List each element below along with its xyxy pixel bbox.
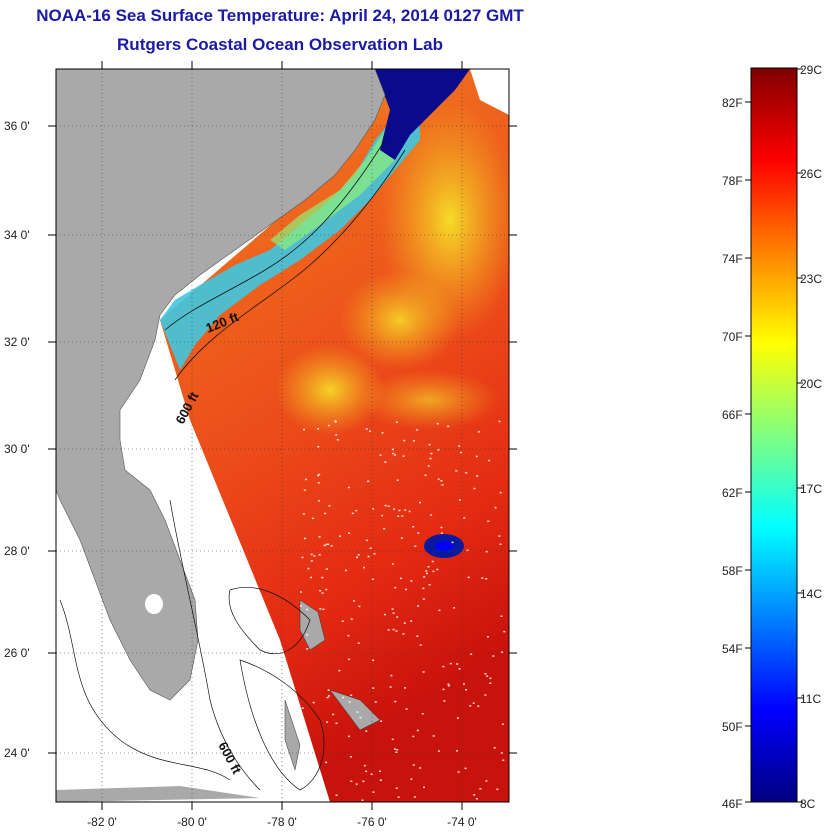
contour-bahamas-bank	[228, 587, 311, 655]
cbar-f-58: 58F	[722, 564, 743, 578]
colorbar-scale	[750, 67, 798, 803]
cbar-f-82: 82F	[722, 96, 743, 110]
contour-120ft	[164, 139, 386, 331]
cbar-c-11: 11C	[800, 692, 821, 706]
cbar-f-50: 50F	[722, 720, 743, 734]
contour-600ft	[174, 149, 406, 381]
cbar-f-62: 62F	[722, 486, 743, 500]
cbar-f-78: 78F	[722, 174, 743, 188]
cloud-specks	[300, 420, 506, 801]
cbar-c-17: 17C	[800, 482, 822, 496]
shelf-green-band	[270, 130, 395, 250]
map-ticks	[48, 61, 517, 810]
lat-label-34: 34 0'	[4, 228, 30, 242]
contour-600ft-south	[169, 499, 261, 791]
lon-label-82: -82 0'	[87, 815, 117, 829]
cbar-f-70: 70F	[722, 330, 743, 344]
lat-label-32: 32 0'	[4, 335, 30, 349]
lat-label-28: 28 0'	[4, 544, 30, 558]
front-yellow-east	[360, 370, 500, 430]
lat-label-26: 26 0'	[4, 646, 30, 660]
contour-great-bahama-bank	[239, 659, 325, 791]
front-yellow-mid	[340, 270, 460, 370]
cold-water-ne	[375, 69, 470, 160]
cloud-ne	[470, 69, 509, 115]
lat-label-36: 36 0'	[4, 119, 30, 133]
cbar-c-23: 23C	[800, 272, 822, 286]
land-andros-west	[284, 699, 301, 771]
cbar-c-20: 20C	[800, 377, 822, 391]
front-yellow-eddy	[275, 345, 385, 435]
cbar-c-29: 29C	[800, 63, 822, 77]
cbar-c-14: 14C	[800, 587, 822, 601]
land-mainland	[56, 69, 386, 701]
title-main: NOAA-16 Sea Surface Temperature: April 2…	[36, 6, 524, 25]
title-lab: Rutgers Coastal Ocean Observation Lab	[117, 35, 443, 54]
land-cuba	[56, 786, 260, 802]
lake-okeechobee	[145, 594, 163, 614]
cbar-f-74: 74F	[722, 252, 743, 266]
lon-label-80: -80 0'	[177, 815, 207, 829]
sst-map: 120 ft 600 ft 600 ft 36 0' 34 0' 32 0' 3…	[4, 61, 517, 829]
cold-eddy-core	[435, 541, 453, 551]
lat-label-30: 30 0'	[4, 442, 30, 456]
cbar-f-46: 46F	[722, 797, 743, 811]
lon-label-78: -78 0'	[267, 815, 297, 829]
lon-label-74: -74 0'	[447, 815, 477, 829]
shelf-cool-water	[160, 90, 420, 370]
lon-label-76: -76 0'	[357, 815, 387, 829]
cbar-f-66: 66F	[722, 408, 743, 422]
temperature-colorbar: 82F 78F 74F 70F 66F 62F 58F 54F 50F 46F …	[722, 63, 822, 811]
cbar-c-26: 26C	[800, 167, 822, 181]
land-grand-bahama	[299, 599, 326, 651]
land-andros	[329, 689, 381, 731]
lat-label-24: 24 0'	[4, 746, 30, 760]
cbar-c-8: 8C	[800, 797, 816, 811]
contour-gulf	[59, 599, 231, 781]
cbar-f-54: 54F	[722, 642, 743, 656]
